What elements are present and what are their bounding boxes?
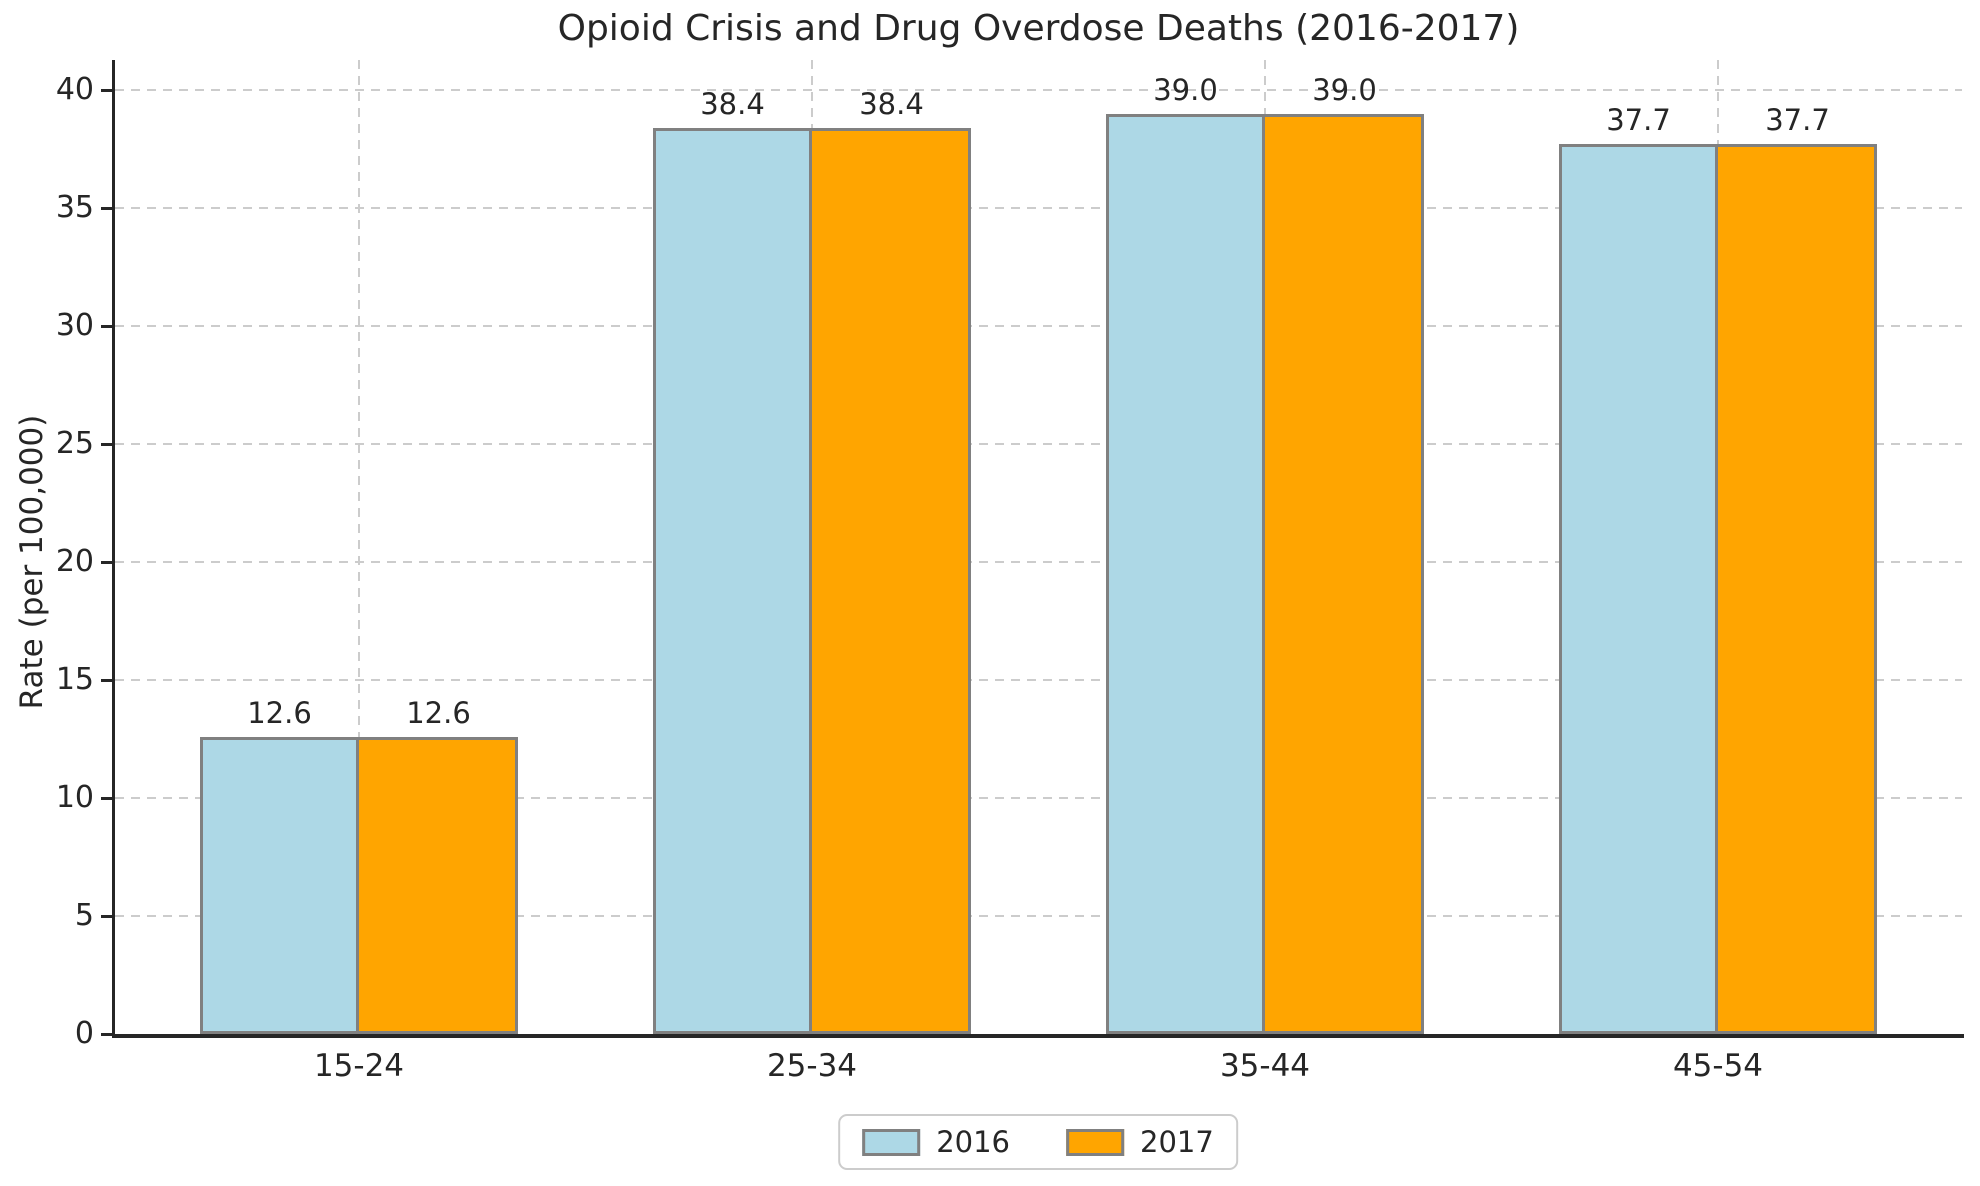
- y-tick-label: 20: [55, 544, 94, 579]
- legend: 2016 2017: [838, 1114, 1238, 1170]
- y-tick-mark: [101, 915, 114, 918]
- legend-swatch-2017: [1066, 1128, 1124, 1156]
- bar-2017-15-24: [356, 736, 518, 1034]
- y-tick-mark: [101, 561, 114, 564]
- y-axis-spine: [112, 60, 115, 1037]
- y-tick-label: 35: [55, 190, 94, 225]
- bar-2017-35-44: [1262, 113, 1424, 1034]
- x-tick-label: 25-34: [766, 1048, 858, 1084]
- y-tick-label: 0: [74, 1016, 94, 1051]
- x-tick-label: 45-54: [1672, 1048, 1764, 1084]
- y-tick-label: 15: [55, 662, 94, 697]
- bar-value-label: 37.7: [1606, 103, 1671, 138]
- y-gridline: [115, 915, 1962, 917]
- bar-2016-35-44: [1106, 113, 1265, 1034]
- y-tick-mark: [101, 325, 114, 328]
- bar-2016-25-34: [653, 127, 812, 1034]
- bar-2016-15-24: [200, 736, 359, 1034]
- y-gridline: [115, 443, 1962, 445]
- bar-2017-45-54: [1715, 144, 1877, 1034]
- y-tick-mark: [101, 797, 114, 800]
- bar-value-label: 37.7: [1765, 103, 1830, 138]
- y-tick-mark: [101, 679, 114, 682]
- legend-swatch-2016: [862, 1128, 921, 1156]
- y-gridline: [115, 797, 1962, 799]
- y-tick-label: 10: [55, 780, 94, 815]
- y-tick-mark: [101, 443, 114, 446]
- legend-label: 2016: [936, 1125, 1010, 1159]
- y-gridline: [115, 207, 1962, 209]
- bar-2016-45-54: [1559, 144, 1718, 1034]
- y-tick-label: 5: [74, 898, 94, 933]
- y-gridline: [115, 679, 1962, 681]
- x-gridline: [358, 60, 360, 1034]
- bar-value-label: 12.6: [247, 695, 312, 730]
- bar-value-label: 39.0: [1312, 72, 1377, 107]
- legend-entry-2017: 2017: [1066, 1125, 1214, 1159]
- y-tick-label: 30: [55, 308, 94, 343]
- y-tick-mark: [101, 207, 114, 210]
- bar-value-label: 38.4: [859, 86, 924, 121]
- y-tick-mark: [101, 1033, 114, 1036]
- bar-value-label: 38.4: [700, 86, 765, 121]
- x-tick-label: 35-44: [1219, 1048, 1311, 1084]
- y-axis-label: Rate (per 100,000): [14, 414, 50, 710]
- y-gridline: [115, 325, 1962, 327]
- y-tick-mark: [101, 89, 114, 92]
- legend-entry-2016: 2016: [862, 1125, 1010, 1159]
- chart-title: Opioid Crisis and Drug Overdose Deaths (…: [557, 8, 1520, 49]
- bar-value-label: 12.6: [406, 695, 471, 730]
- y-tick-label: 25: [55, 426, 94, 461]
- x-axis-spine: [112, 1034, 1964, 1038]
- legend-label: 2017: [1140, 1125, 1214, 1159]
- bar-value-label: 39.0: [1153, 72, 1218, 107]
- y-tick-label: 40: [55, 72, 94, 107]
- x-tick-label: 15-24: [313, 1048, 405, 1084]
- y-gridline: [115, 561, 1962, 563]
- bar-2017-25-34: [809, 127, 971, 1034]
- y-gridline: [115, 89, 1962, 91]
